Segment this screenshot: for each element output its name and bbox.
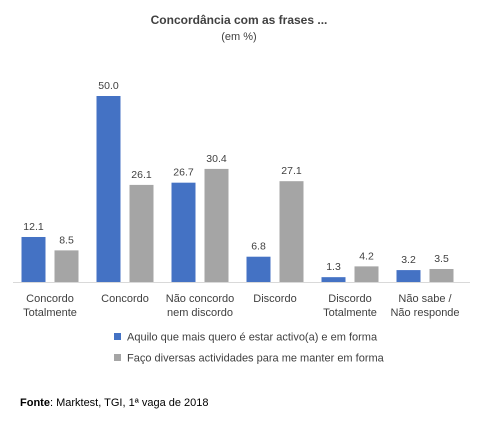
bar-2-1 (54, 250, 79, 282)
value-label-1-1: 12.1 (23, 221, 44, 233)
category-label-4: Discordo (253, 293, 296, 305)
category-labels-group: Concordo Totalmente Concordo Não concordo ne… (23, 293, 459, 319)
value-label-1-3: 26.7 (173, 167, 194, 179)
source-label: Fonte (20, 397, 50, 409)
bars-group (21, 96, 454, 282)
bar-2-3 (204, 168, 229, 282)
legend-label-2: Faço diversas actividades para me manter… (127, 353, 385, 365)
value-label-2-3: 30.4 (206, 153, 227, 165)
source-text: : Marktest, TGI, 1ª vaga de 2018 (49, 397, 209, 409)
category-label-6-line-1: Não sabe / (398, 293, 452, 305)
value-label-1-5: 1.3 (326, 261, 341, 273)
bar-1-4 (246, 256, 271, 282)
legend-swatch-2 (114, 354, 121, 361)
bar-1-1 (21, 236, 46, 282)
chart-subtitle: (em %) (221, 31, 256, 43)
legend-label-1: Aquilo que mais quero é estar activo(a) … (127, 332, 378, 344)
value-label-2-5: 4.2 (359, 250, 374, 262)
legend-swatch-1 (114, 333, 121, 340)
bar-2-5 (354, 266, 379, 282)
value-label-2-4: 27.1 (281, 165, 302, 177)
category-label-1-line-2: Totalmente (23, 307, 77, 319)
legend: Aquilo que mais quero é estar activo(a) … (114, 332, 385, 365)
bar-2-6 (429, 268, 454, 282)
category-label-2: Concordo (101, 293, 149, 305)
value-label-2-6: 3.5 (434, 253, 449, 265)
category-label-6-line-2: Não responde (390, 307, 459, 319)
category-label-3-line-1: Não concordo (166, 293, 235, 305)
value-label-2-2: 26.1 (131, 169, 152, 181)
bar-2-4 (279, 181, 304, 282)
value-label-2-1: 8.5 (59, 234, 74, 246)
value-label-1-4: 6.8 (251, 241, 266, 253)
bar-1-2 (96, 96, 121, 282)
bar-2-2 (129, 184, 154, 282)
category-label-3-line-2: nem discordo (167, 307, 233, 319)
chart-title: Concordância com as frases ... (151, 13, 328, 27)
source-note: Fonte: Marktest, TGI, 1ª vaga de 2018 (20, 397, 209, 409)
category-label-5-line-1: Discordo (328, 293, 371, 305)
value-label-1-6: 3.2 (401, 254, 416, 266)
category-label-1-line-1: Concordo (26, 293, 74, 305)
bar-1-3 (171, 182, 196, 282)
bar-1-6 (396, 270, 421, 282)
bar-1-5 (321, 277, 346, 282)
value-labels-group: 12.1 8.5 50.0 26.1 26.7 30.4 6.8 27.1 1.3 4.2 3.2 3… (23, 80, 449, 273)
category-label-5-line-2: Totalmente (323, 307, 377, 319)
value-label-1-2: 50.0 (98, 80, 119, 92)
